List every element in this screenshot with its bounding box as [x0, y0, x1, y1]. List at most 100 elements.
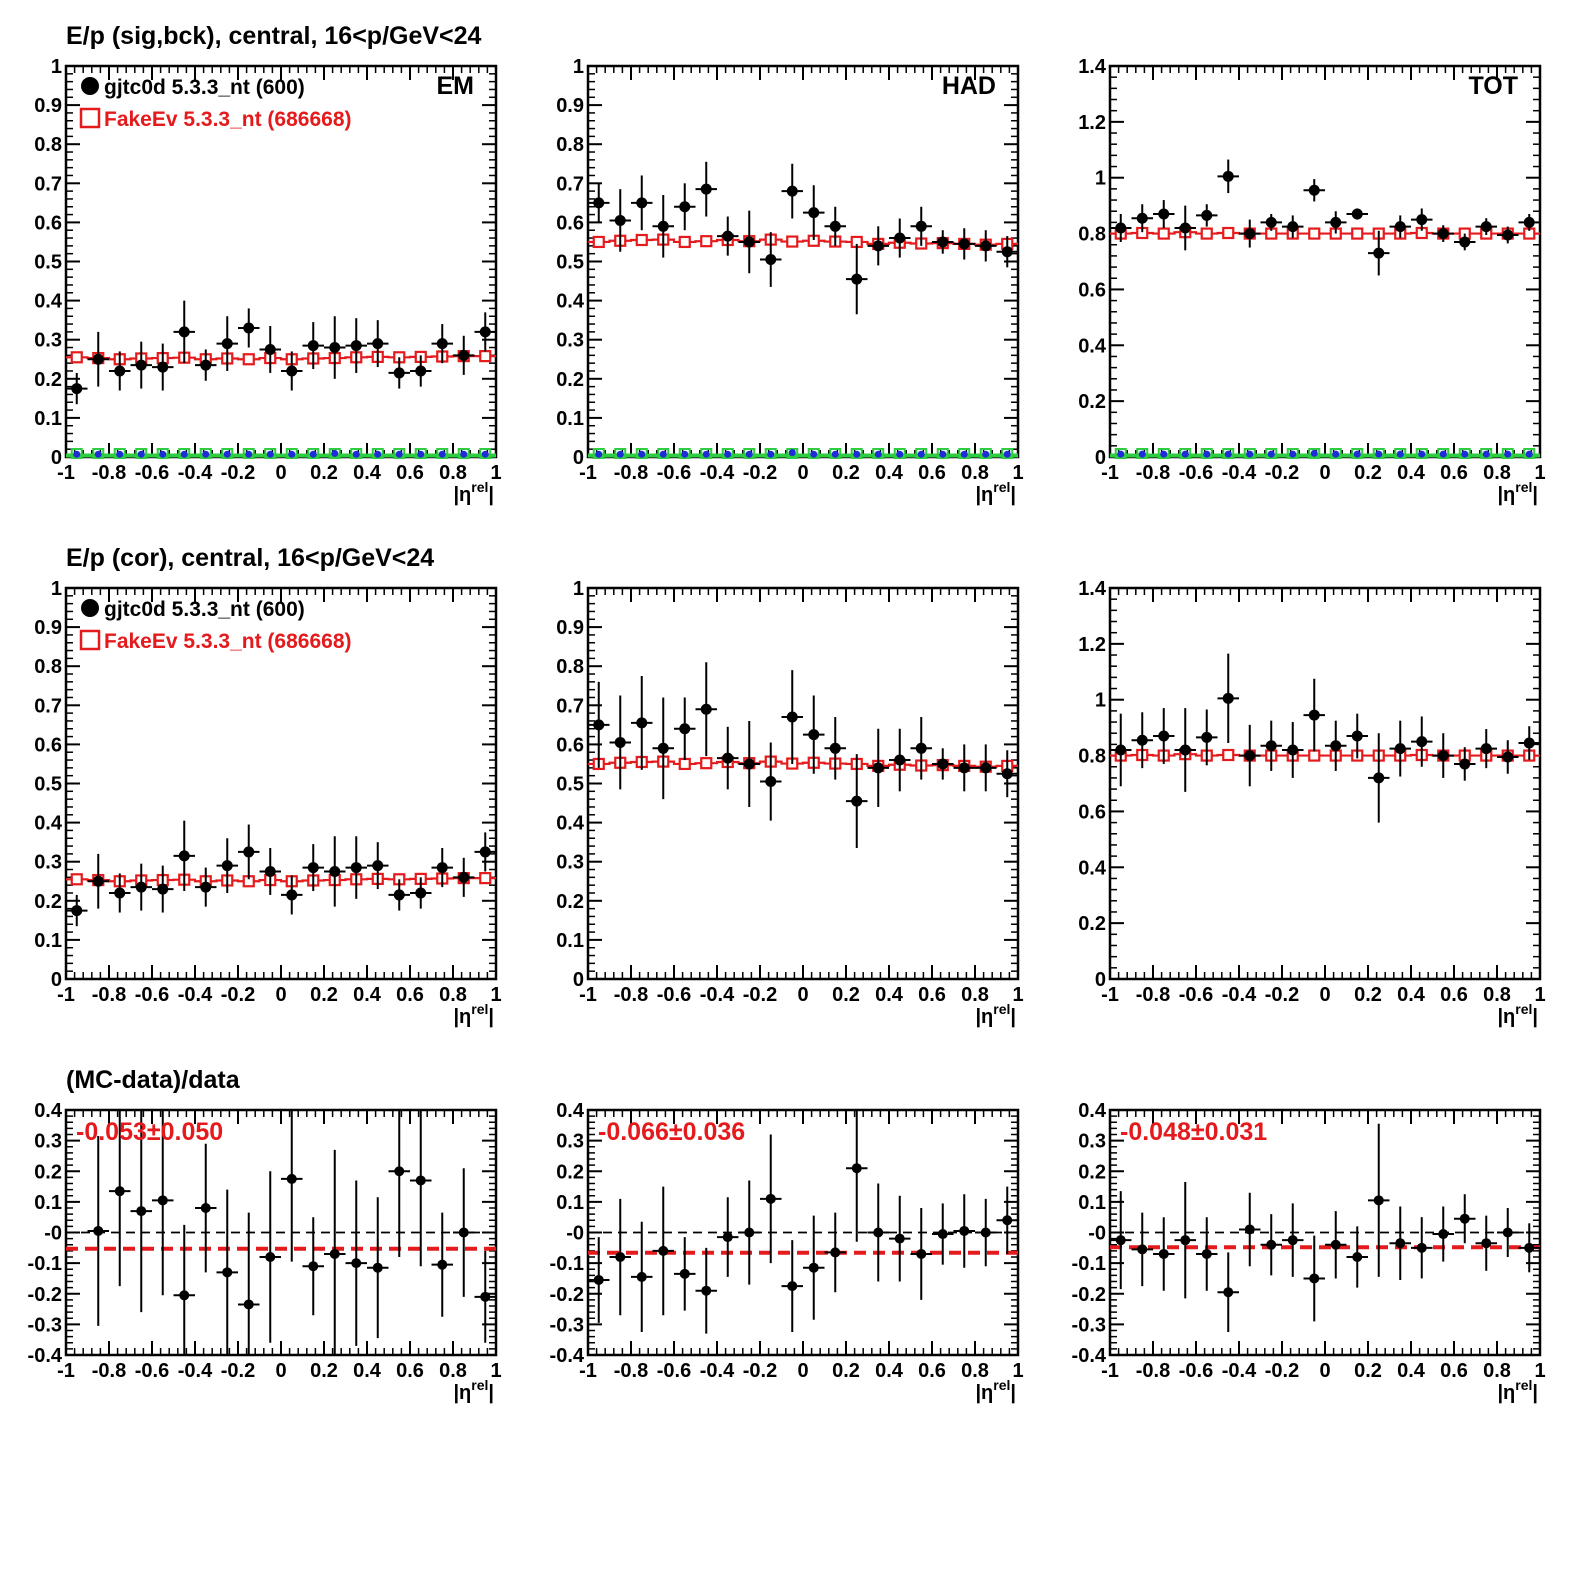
data-point: [700, 183, 712, 195]
y-tick-label: 0.4: [1078, 857, 1107, 879]
x-tick-label: -0.4: [178, 984, 213, 1006]
signal-marker: [1353, 450, 1361, 458]
y-tick-label: 0.5: [34, 774, 62, 796]
signal-marker: [853, 450, 861, 458]
x-tick-label: 0.4: [875, 1360, 904, 1382]
x-tick-label: 0.6: [1440, 462, 1468, 484]
signal-marker: [73, 450, 81, 458]
x-tick-label: 0.8: [1483, 462, 1511, 484]
mc-point: [479, 350, 492, 363]
background-marker: [70, 448, 83, 459]
signal-marker: [438, 450, 446, 458]
data-point: [700, 703, 712, 715]
signal-marker: [1396, 450, 1404, 458]
data-point: [657, 742, 669, 754]
x-tick-label: -0.4: [1222, 462, 1257, 484]
background-marker: [393, 448, 406, 459]
data-point: [1265, 216, 1277, 228]
y-tick-label: -0.3: [550, 1314, 584, 1336]
signal-marker: [767, 450, 775, 458]
data-point: [744, 1227, 755, 1238]
data-point: [179, 1290, 190, 1301]
y-tick-label: 0.2: [556, 369, 584, 391]
data-point: [679, 1268, 690, 1279]
legend-marker-mc: [79, 107, 101, 129]
signal-marker: [939, 450, 947, 458]
panel-title: E/p (sig,bck), central, 16<p/GeV<24: [66, 22, 482, 50]
data-point: [851, 1163, 862, 1174]
data-point: [873, 1227, 884, 1238]
data-point: [1373, 1195, 1384, 1206]
data-point: [1523, 737, 1535, 749]
data-point: [157, 883, 169, 895]
data-point: [1438, 1229, 1449, 1240]
panel-2-1: -0.4 -0.3 -0.2 -0.1 -0 0.1 0.2 0.3 0.4 -1 -0.8 -0.6…: [550, 1100, 1024, 1404]
legend-entry: FakeEv 5.3.3_nt (686668): [104, 108, 352, 131]
data-point: [851, 795, 863, 807]
signal-marker: [1246, 450, 1254, 458]
x-axis-label: |ηrel|: [453, 1377, 494, 1404]
data-point: [1373, 247, 1385, 259]
x-tick-label: 0.2: [1354, 462, 1382, 484]
x-tick-label: 0.4: [1397, 1360, 1426, 1382]
y-tick-label: 1.2: [1078, 112, 1106, 134]
x-tick-label: 1: [1534, 1360, 1545, 1382]
x-tick-label: 0.6: [918, 984, 946, 1006]
x-axis-label: |ηrel|: [1497, 1001, 1538, 1028]
y-tick-label: 1: [51, 578, 62, 600]
background-marker: [199, 448, 212, 459]
signal-marker: [1482, 450, 1490, 458]
data-point: [1309, 1273, 1320, 1284]
signal-marker: [94, 450, 102, 458]
data-point: [265, 1252, 276, 1262]
signal-marker: [1267, 450, 1275, 458]
y-tick-label: 0.3: [1078, 1131, 1106, 1153]
data-point: [722, 1232, 733, 1243]
x-tick-label: -0.4: [700, 1360, 735, 1382]
background-marker: [1523, 448, 1536, 459]
background-marker: [1372, 448, 1385, 459]
x-tick-label: 0: [797, 462, 808, 484]
signal-marker: [159, 450, 167, 458]
mc-line: [1110, 753, 1540, 757]
x-tick-label: 0.2: [310, 462, 338, 484]
data-point: [1437, 228, 1449, 240]
data-point: [1437, 750, 1449, 762]
data-point: [93, 1225, 104, 1236]
data-point: [351, 1258, 362, 1269]
data-point: [329, 342, 341, 354]
data-point: [221, 860, 233, 872]
data-point: [1158, 1248, 1169, 1259]
background-marker: [1351, 448, 1364, 459]
panel-label: TOT: [1468, 72, 1518, 100]
x-tick-label: 0.4: [1397, 984, 1426, 1006]
x-tick-label: -0.8: [92, 462, 126, 484]
y-tick-label: -0.3: [28, 1314, 62, 1336]
y-tick-label: 0: [51, 969, 62, 991]
signal-marker: [202, 450, 210, 458]
panel-0-2: 0 0.2 0.4 0.6 0.8 1 1.2 1.4 -1 -0.8 -0.6 -0.4 -0.2 0 0…: [1078, 56, 1545, 506]
background-marker: [92, 448, 105, 459]
x-tick-label: -0.8: [92, 1360, 126, 1382]
background-marker: [178, 448, 191, 459]
x-tick-label: 0.8: [961, 462, 989, 484]
data-point: [808, 1262, 819, 1273]
data-point: [765, 776, 777, 788]
plot-frame: [586, 586, 1020, 981]
data-point: [114, 365, 126, 377]
data-point: [1394, 221, 1406, 233]
background-marker: [285, 448, 298, 459]
background-marker: [700, 448, 713, 459]
x-tick-label: -0.6: [1179, 1360, 1213, 1382]
data-point: [1459, 758, 1471, 770]
data-point: [286, 1173, 297, 1184]
signal-marker: [874, 450, 882, 458]
panel-title: (MC-data)/data: [66, 1066, 241, 1094]
x-tick-label: -0.6: [135, 984, 169, 1006]
data-point: [1115, 1235, 1126, 1246]
x-tick-label: 0.4: [353, 984, 382, 1006]
signal-marker: [1181, 450, 1189, 458]
signal-marker: [681, 450, 689, 458]
data-point: [937, 1229, 948, 1240]
data-point: [679, 201, 691, 213]
